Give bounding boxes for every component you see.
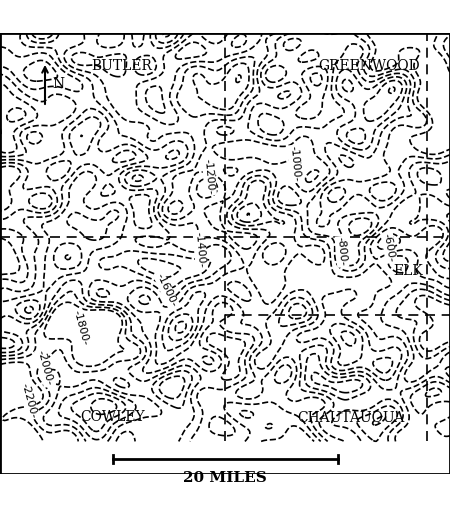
Text: -1000-: -1000- bbox=[288, 146, 302, 183]
Text: -2200-: -2200- bbox=[20, 382, 39, 419]
Text: -600-: -600- bbox=[382, 233, 397, 263]
Text: N: N bbox=[53, 78, 64, 91]
Text: ELK: ELK bbox=[393, 264, 423, 278]
Text: -1400-: -1400- bbox=[194, 231, 207, 268]
Text: GREENWOOD: GREENWOOD bbox=[318, 59, 420, 73]
Text: -1800-: -1800- bbox=[72, 308, 90, 346]
Text: 20 MILES: 20 MILES bbox=[183, 471, 267, 485]
Text: BUTLER: BUTLER bbox=[91, 59, 152, 73]
Text: -800-: -800- bbox=[336, 237, 348, 267]
Text: -2000-: -2000- bbox=[36, 349, 54, 387]
Text: -1600-: -1600- bbox=[154, 272, 179, 309]
Text: -1200-: -1200- bbox=[202, 158, 216, 195]
Text: COWLEY: COWLEY bbox=[80, 410, 145, 424]
Text: CHAUTAUQUA: CHAUTAUQUA bbox=[297, 410, 405, 424]
